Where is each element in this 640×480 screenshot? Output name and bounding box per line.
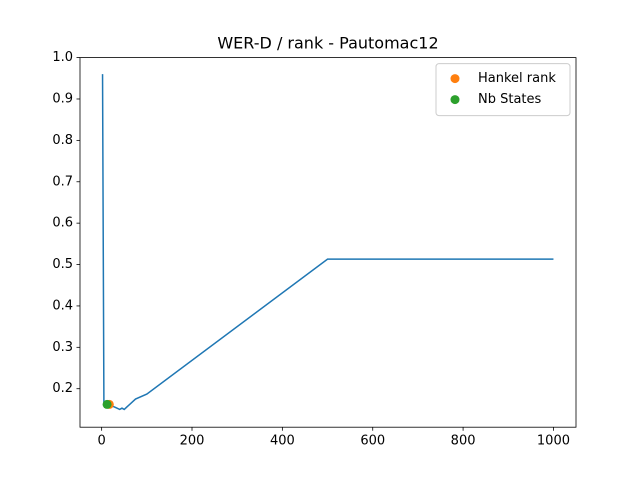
legend-marker [450,74,460,84]
y-tick-label: 0.6 [52,216,73,231]
y-tick-label: 0.8 [52,133,73,148]
data-point [102,399,112,409]
x-tick-label: 600 [360,434,385,449]
y-tick-label: 0.2 [52,381,73,396]
axes-frame [79,57,577,428]
legend-box [435,63,571,117]
y-tick-label: 0.9 [52,91,73,106]
x-tick-label: 0 [98,434,106,449]
x-tick-label: 400 [270,434,295,449]
legend-label: Hankel rank [478,71,556,86]
y-tick-label: 0.3 [52,340,73,355]
x-tick-label: 1000 [537,434,570,449]
x-tick-label: 800 [451,434,476,449]
y-tick-label: 0.7 [52,174,73,189]
chart-title: WER-D / rank - Pautomac12 [217,34,438,53]
legend-label: Nb States [478,92,542,107]
y-tick-label: 0.5 [52,257,73,272]
y-tick-label: 0.4 [52,298,73,313]
x-tick-label: 200 [180,434,205,449]
legend-marker [450,95,460,105]
y-tick-label: 1.0 [52,50,73,65]
